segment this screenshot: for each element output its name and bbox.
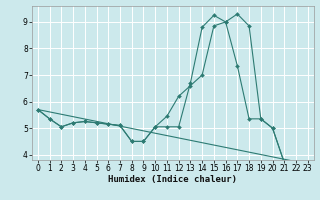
X-axis label: Humidex (Indice chaleur): Humidex (Indice chaleur) — [108, 175, 237, 184]
